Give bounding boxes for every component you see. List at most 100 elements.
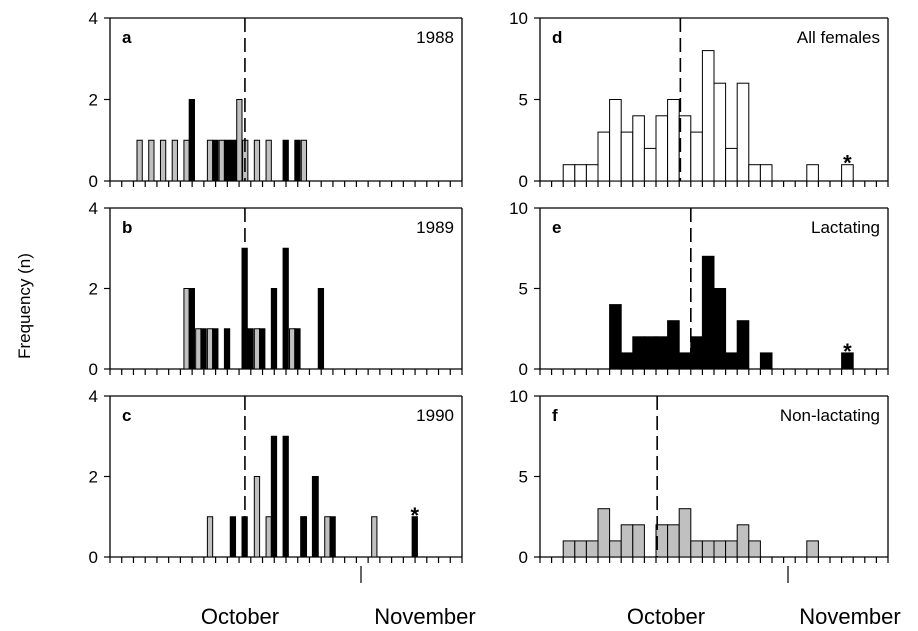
bar-f-0-10: [678, 508, 692, 558]
x-month-october-left: October: [201, 604, 279, 629]
bar-d-0-7: [643, 147, 657, 182]
bar-f-0-16: [748, 540, 761, 558]
y-tick-label-c-2: 4: [89, 387, 98, 406]
bar-a-1-2: [223, 139, 231, 182]
panels: 0 2 4 a 1988 0 2 4 b 1989 0 2 4 c 1990 * 0 5 10 d All female…: [89, 9, 889, 583]
bar-a-1-5: [282, 139, 289, 182]
bar-b-1-2: [212, 328, 219, 370]
bar-f-0-14: [725, 540, 738, 558]
bar-e-0-4: [655, 336, 669, 370]
bar-a-0-3: [171, 139, 178, 182]
panel-letter-c: c: [122, 406, 131, 425]
bar-a-0-10: [300, 139, 308, 182]
y-tick-label-f-0: 0: [519, 548, 528, 567]
panel-tag-e: Lactating: [811, 218, 880, 237]
bar-b-1-5: [259, 328, 266, 370]
bar-b-1-7: [282, 247, 289, 370]
bar-a-2-0: [236, 99, 243, 182]
bar-c-1-5: [311, 476, 319, 558]
panel-letter-a: a: [122, 28, 132, 47]
bar-a-0-1: [148, 139, 155, 182]
bar-c-0-2: [265, 516, 272, 558]
y-tick-label-a-1: 2: [89, 91, 98, 110]
bar-c-1-3: [282, 435, 289, 558]
panel-tag-f: Non-lactating: [780, 406, 880, 425]
bar-f-0-15: [736, 524, 750, 558]
panel-letter-d: d: [552, 28, 562, 47]
y-tick-label-d-0: 0: [519, 172, 528, 191]
bar-c-0-5: [324, 516, 331, 558]
bar-b-1-9: [317, 288, 325, 370]
bar-b-1-3: [223, 328, 231, 370]
y-tick-label-e-0: 0: [519, 360, 528, 379]
y-tick-label-c-0: 0: [89, 548, 98, 567]
bar-d-0-16: [748, 164, 761, 182]
bar-c-0-6: [371, 516, 378, 558]
y-tick-label-e-2: 10: [509, 199, 528, 218]
bar-c-0-0: [206, 516, 214, 558]
bar-f-0-3: [597, 508, 611, 558]
y-tick-label-f-2: 10: [509, 387, 528, 406]
bar-d-0-14: [725, 147, 738, 182]
bar-e-0-6: [678, 352, 692, 370]
y-tick-label-e-1: 5: [519, 280, 528, 299]
bar-e-0-1: [620, 352, 634, 370]
panel-e: 0 5 10 e Lactating *: [509, 199, 889, 379]
bar-a-0-0: [136, 139, 143, 182]
bar-e-0-13: [759, 352, 773, 370]
annotation-star-d-0: *: [843, 151, 852, 176]
panel-tag-c: 1990: [416, 406, 454, 425]
panel-f: 0 5 10 f Non-lactating: [509, 387, 889, 567]
bar-c-1-0: [229, 516, 237, 558]
bar-f-0-17: [806, 540, 819, 558]
annotation-star-e-0: *: [843, 339, 852, 364]
bar-a-0-8: [253, 139, 261, 182]
y-tick-label-d-2: 10: [509, 9, 528, 28]
panel-d: 0 5 10 d All females *: [509, 9, 889, 191]
bar-c-0-1: [253, 476, 261, 558]
bar-f-0-6: [632, 524, 645, 558]
y-tick-label-a-2: 4: [89, 9, 98, 28]
x-month-november-right: November: [799, 604, 900, 629]
panel-c: 0 2 4 c 1990 *: [89, 387, 463, 567]
bar-e-0-15: [841, 352, 854, 370]
bar-d-0-8: [655, 115, 669, 182]
bar-c-1-7: [411, 516, 418, 558]
bar-a-1-6: [294, 139, 301, 182]
bar-b-2-0: [247, 328, 254, 370]
bar-d-0-15: [736, 82, 750, 182]
y-tick-label-b-1: 2: [89, 280, 98, 299]
bar-f-0-9: [667, 524, 680, 558]
bar-b-0-4: [289, 328, 296, 370]
bar-f-0-0: [562, 540, 576, 558]
y-tick-label-a-0: 0: [89, 172, 98, 191]
bar-a-1-3: [229, 139, 237, 182]
bar-b-1-8: [294, 328, 301, 370]
x-month-october-right: October: [627, 604, 705, 629]
bar-c-1-6: [329, 516, 336, 558]
bar-d-0-12: [701, 50, 715, 182]
bar-b-1-0: [188, 288, 195, 370]
bar-d-0-13: [713, 82, 727, 182]
bar-d-0-3: [597, 131, 611, 182]
bar-b-1-1: [200, 328, 207, 370]
bar-c-1-4: [300, 516, 307, 558]
bar-c-1-2: [270, 435, 278, 558]
bar-e-0-9: [713, 288, 727, 370]
bar-a-1-0: [188, 99, 195, 182]
bar-b-1-6: [270, 288, 278, 370]
x-month-november-left: November: [374, 604, 475, 629]
bar-f-0-4: [609, 540, 622, 558]
bar-f-0-12: [701, 540, 715, 558]
bar-d-0-5: [620, 131, 634, 182]
y-tick-label-b-0: 0: [89, 360, 98, 379]
bar-d-0-17: [759, 164, 773, 182]
bar-e-0-0: [609, 304, 622, 370]
y-tick-label-d-1: 5: [519, 91, 528, 110]
panel-a: 0 2 4 a 1988: [89, 9, 463, 191]
bar-b-0-0: [183, 288, 190, 370]
bar-d-0-6: [632, 115, 645, 182]
bar-e-0-11: [736, 320, 750, 370]
panel-tag-d: All females: [797, 28, 880, 47]
panel-tag-a: 1988: [416, 28, 454, 47]
